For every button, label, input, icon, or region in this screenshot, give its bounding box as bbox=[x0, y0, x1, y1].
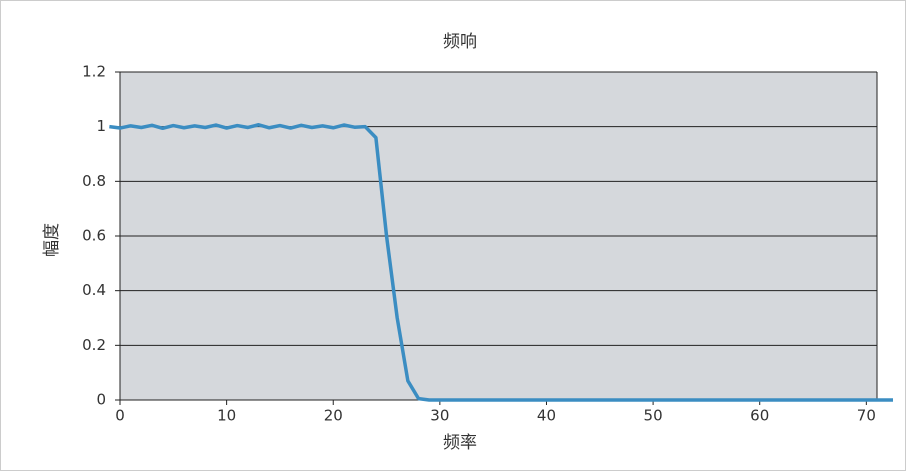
x-tick-label: 20 bbox=[324, 407, 343, 425]
y-tick-label: 1 bbox=[96, 117, 106, 135]
y-tick-label: 1.2 bbox=[82, 63, 106, 81]
y-tick-label: 0.6 bbox=[82, 227, 106, 245]
x-tick-label: 40 bbox=[537, 407, 556, 425]
line bbox=[109, 123, 893, 402]
x-tick-label: 10 bbox=[217, 407, 236, 425]
x-tick-label: 70 bbox=[857, 407, 876, 425]
x-tick-label: 50 bbox=[644, 407, 663, 425]
chart-title: 频响 bbox=[443, 32, 477, 52]
x-tick-label: 60 bbox=[750, 407, 769, 425]
y-tick-label: 0 bbox=[96, 391, 106, 409]
y-tick-label: 0.2 bbox=[82, 336, 106, 354]
y-tick-label: 0.4 bbox=[82, 281, 106, 299]
x-axis-label: 频率 bbox=[443, 433, 477, 453]
x-tick-label: 30 bbox=[430, 407, 449, 425]
y-tick-label: 0.8 bbox=[82, 172, 106, 190]
x-tick-label: 0 bbox=[115, 407, 125, 425]
y-axis-label: 幅度 bbox=[42, 223, 62, 257]
